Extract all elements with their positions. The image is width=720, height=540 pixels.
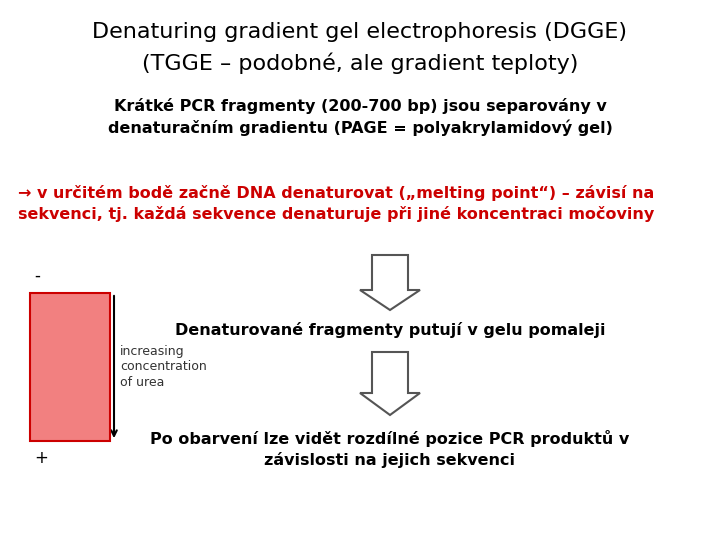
- Text: -: -: [34, 267, 40, 285]
- Polygon shape: [360, 255, 420, 310]
- Text: (TGGE – podobné, ale gradient teploty): (TGGE – podobné, ale gradient teploty): [142, 52, 578, 73]
- Bar: [30, 293, 110, 441]
- Text: Denaturované fragmenty putují v gelu pomaleji: Denaturované fragmenty putují v gelu pom…: [175, 322, 606, 338]
- Text: gel: gel: [58, 360, 82, 375]
- Text: → v určitém bodě začně DNA denaturovat („melting point“) – závisí na
sekvenci, t: → v určitém bodě začně DNA denaturovat (…: [18, 185, 654, 222]
- Text: Denaturing gradient gel electrophoresis (DGGE): Denaturing gradient gel electrophoresis …: [92, 22, 628, 42]
- Text: +: +: [34, 449, 48, 467]
- Text: Po obarvení lze vidět rozdílné pozice PCR produktů v
závislosti na jejich sekven: Po obarvení lze vidět rozdílné pozice PC…: [150, 430, 629, 468]
- Text: Krátké PCR fragmenty (200-700 bp) jsou separovány v
denaturačním gradientu (PAGE: Krátké PCR fragmenty (200-700 bp) jsou s…: [107, 98, 613, 136]
- Text: increasing
concentration
of urea: increasing concentration of urea: [120, 345, 207, 389]
- Polygon shape: [360, 352, 420, 415]
